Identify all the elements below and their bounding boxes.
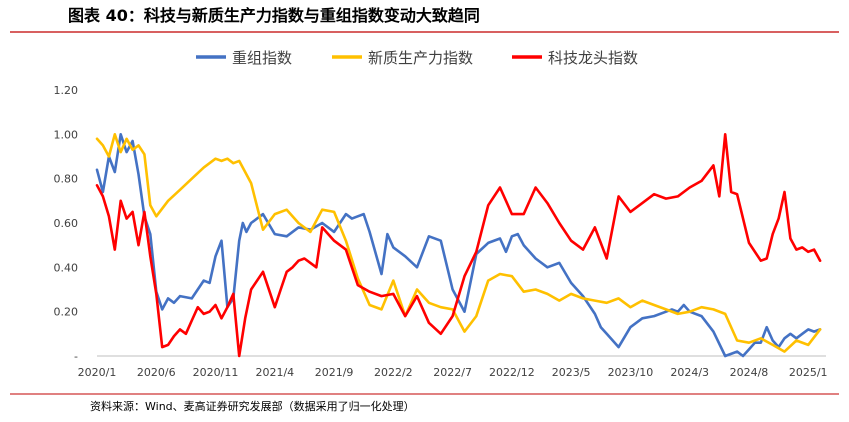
x-tick-label: 2023/10 [608, 366, 654, 379]
x-tick-label: 2021/9 [315, 366, 354, 379]
legend-label-2: 科技龙头指数 [548, 49, 638, 67]
x-tick-label: 2020/6 [137, 366, 176, 379]
x-tick-label: 2024/3 [670, 366, 709, 379]
x-tick-label: 2022/12 [489, 366, 535, 379]
plot-area [95, 133, 822, 358]
y-axis: - 0.20 0.40 0.60 0.80 1.00 1.20 [54, 84, 79, 363]
x-tick-label: 2020/1 [78, 366, 117, 379]
source-note: 资料来源：Wind、麦高证券研究发展部（数据采用了归一化处理） [90, 399, 415, 413]
y-tick-label: 0.60 [54, 217, 79, 230]
y-tick-label: 0.80 [54, 173, 79, 186]
x-tick-label: 2023/5 [552, 366, 591, 379]
y-tick-label: 1.20 [54, 84, 79, 97]
y-tick-label: 0.40 [54, 261, 79, 274]
y-tick-label: - [74, 350, 78, 363]
legend-label-1: 新质生产力指数 [368, 49, 473, 67]
x-tick-label: 2025/1 [789, 366, 828, 379]
series-line-0 [95, 133, 822, 358]
x-tick-label: 2022/7 [433, 366, 472, 379]
x-tick-label: 2024/8 [730, 366, 769, 379]
y-tick-label: 0.20 [54, 306, 79, 319]
legend: 重组指数 新质生产力指数 科技龙头指数 [196, 49, 638, 67]
x-axis: 2020/1 2020/6 2020/11 2021/4 2021/9 2022/2 202… [78, 355, 828, 379]
x-tick-label: 2021/4 [255, 366, 294, 379]
figure-title: 图表 40：科技与新质生产力指数与重组指数变动大致趋同 [68, 6, 480, 25]
y-tick-label: 1.00 [54, 128, 79, 141]
series-line-1 [95, 133, 822, 353]
legend-label-0: 重组指数 [232, 49, 292, 67]
x-tick-label: 2020/11 [193, 366, 239, 379]
series-line-2 [95, 133, 822, 358]
x-tick-label: 2022/2 [374, 366, 413, 379]
